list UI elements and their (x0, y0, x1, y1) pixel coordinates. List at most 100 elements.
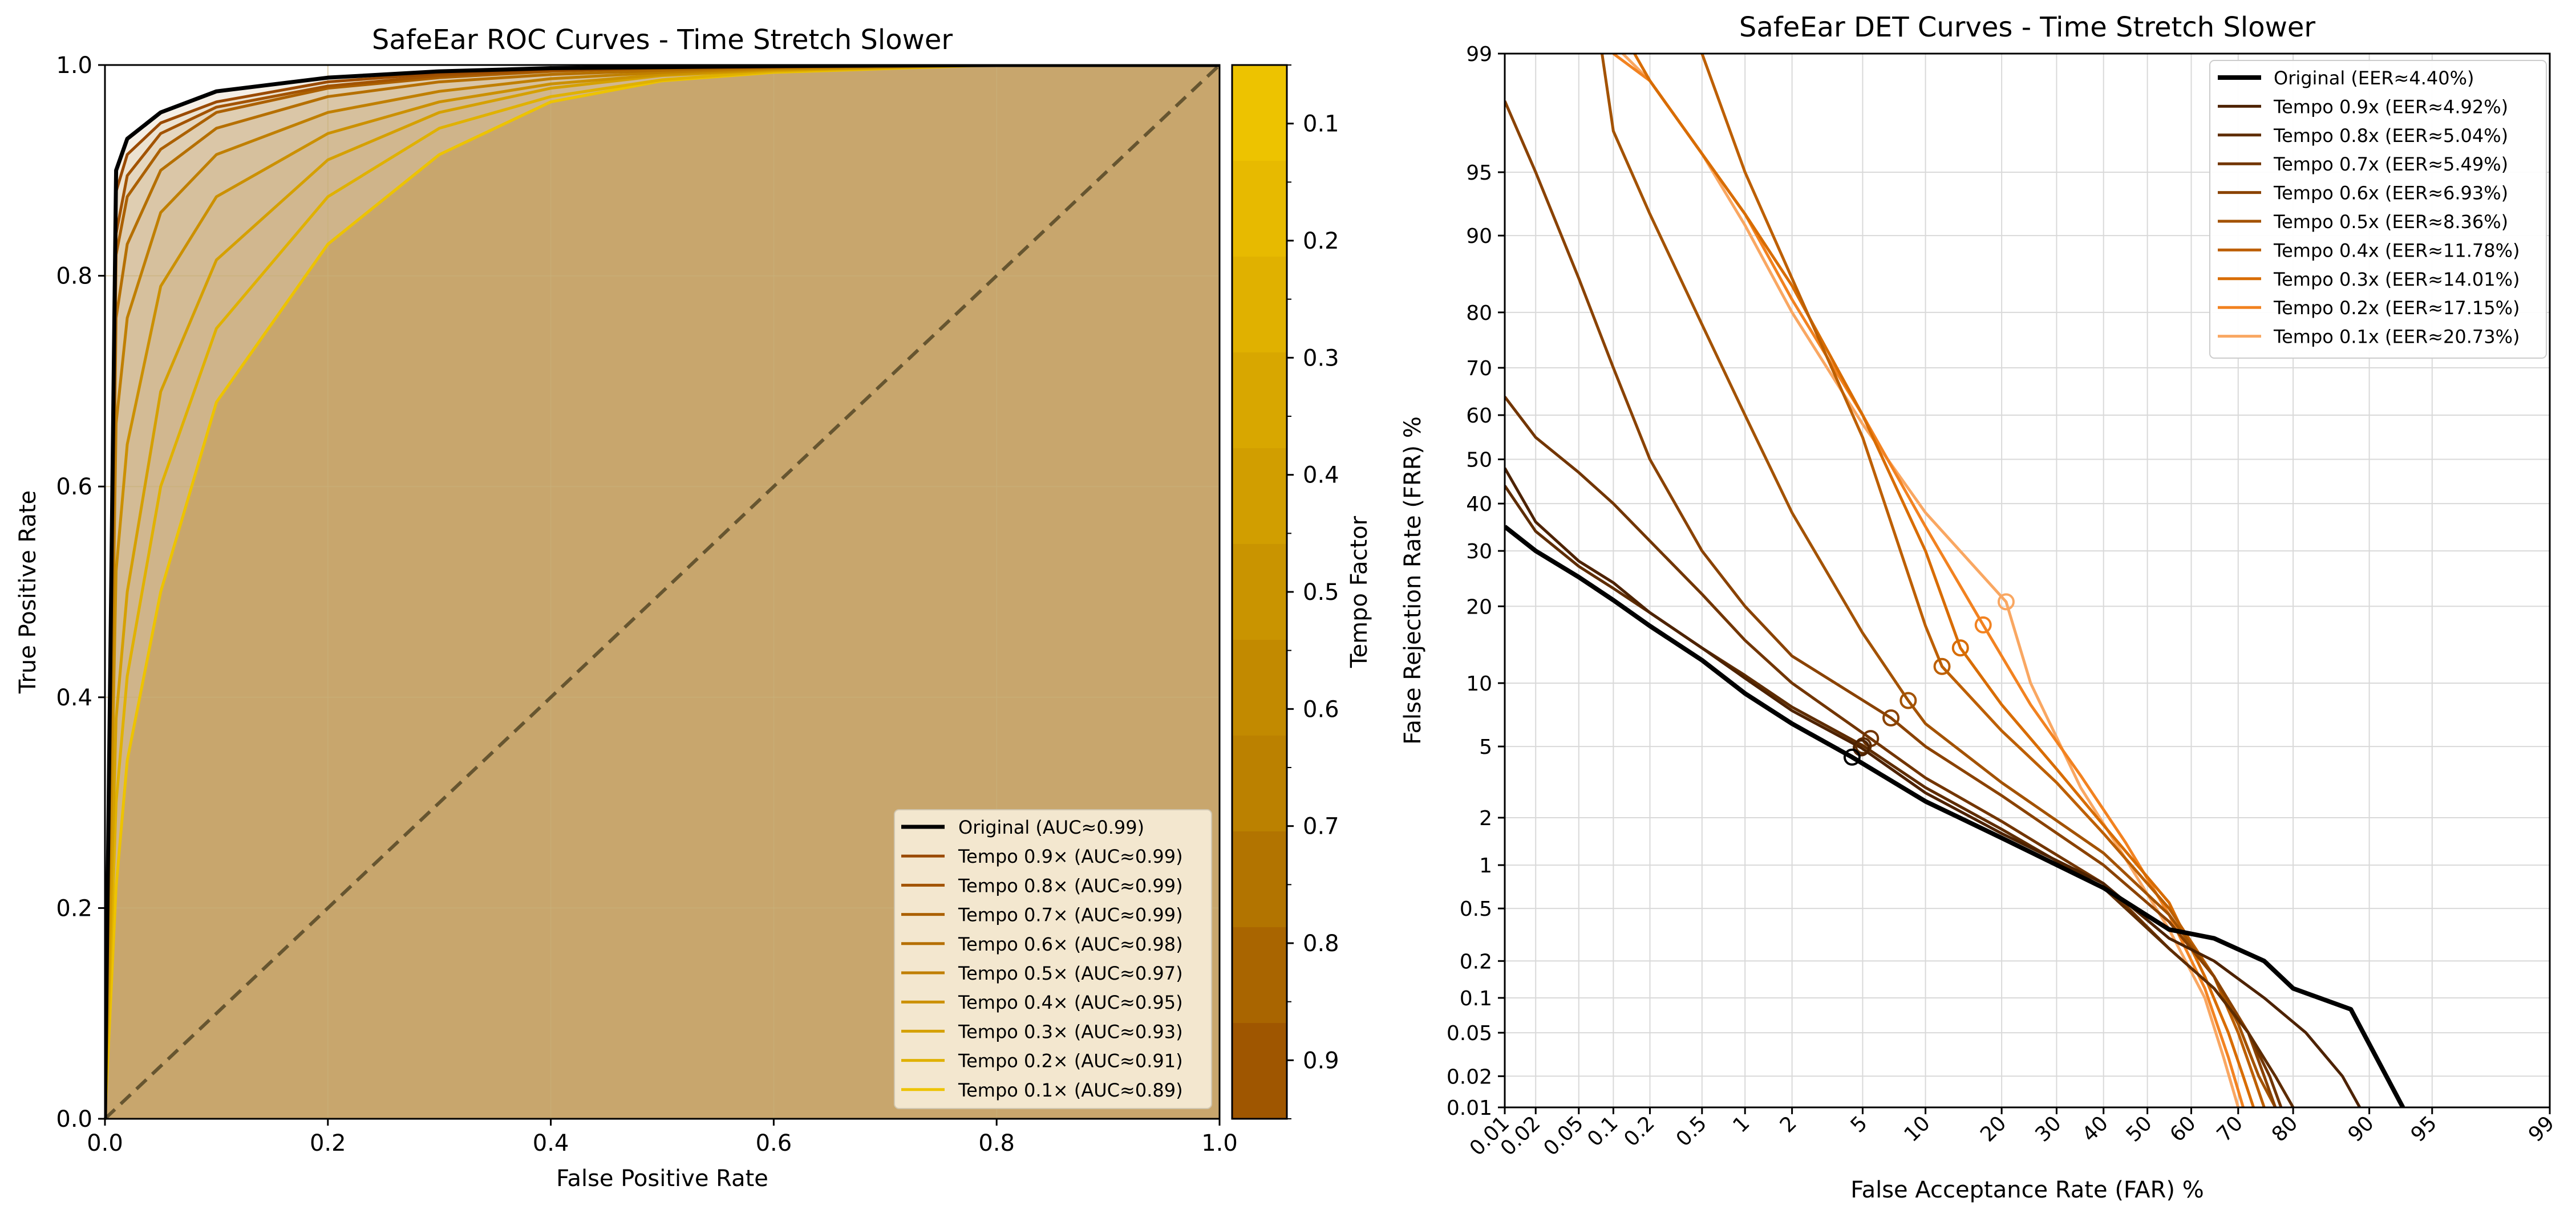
colorbar-band (1232, 831, 1287, 928)
roc-legend-label: Tempo 0.1× (AUC≈0.89) (958, 1079, 1183, 1101)
det-series-line (1622, 54, 2240, 1107)
det-x-tick-label: 40 (2078, 1111, 2113, 1146)
det-legend-label: Tempo 0.3x (EER≈14.01%) (2273, 269, 2520, 290)
roc-y-tick-label: 0.2 (56, 895, 92, 921)
det-series-line (1633, 54, 2255, 1107)
det-x-tick-label: 1 (1728, 1111, 1754, 1137)
det-legend-label: Tempo 0.4x (EER≈11.78%) (2273, 239, 2520, 261)
det-legend-label: Tempo 0.6x (EER≈6.93%) (2273, 182, 2508, 204)
colorbar-band (1232, 352, 1287, 449)
det-eer-marker (1997, 593, 2015, 611)
det-y-tick-label: 80 (1466, 302, 1492, 325)
roc-x-tick-label: 0.2 (310, 1130, 346, 1156)
roc-legend-label: Tempo 0.7× (AUC≈0.99) (958, 904, 1183, 926)
det-series-line (1505, 100, 2277, 1107)
det-x-tick-label: 90 (2344, 1111, 2379, 1146)
colorbar-tick-label: 0.1 (1303, 111, 1339, 137)
det-y-tick-label: 60 (1466, 404, 1492, 428)
roc-legend-box (894, 809, 1212, 1109)
colorbar-bands (1232, 65, 1287, 1119)
roc-legend: Original (AUC≈0.99) Tempo 0.9× (AUC≈0.99)… (894, 809, 1212, 1109)
roc-legend-label: Tempo 0.4× (AUC≈0.95) (958, 992, 1183, 1013)
roc-x-tick-label: 0.0 (87, 1130, 123, 1156)
roc-y-axis-label: True Positive Rate (15, 490, 41, 694)
det-x-tick-label: 30 (2031, 1111, 2065, 1146)
det-legend: Original (EER≈4.40%) Tempo 0.9x (EER≈4.92… (2209, 60, 2547, 359)
det-y-tick-label: 99 (1466, 43, 1492, 66)
det-y-tick-label: 0.05 (1447, 1022, 1492, 1045)
colorbar-label: Tempo Factor (1346, 515, 1372, 668)
det-legend-label: Tempo 0.8x (EER≈5.04%) (2273, 125, 2508, 147)
roc-legend-items: Original (AUC≈0.99) Tempo 0.9× (AUC≈0.99)… (901, 817, 1183, 1101)
colorbar-tick-label: 0.3 (1303, 345, 1339, 371)
roc-series-line (105, 65, 1220, 1119)
det-y-tick-label: 0.2 (1460, 950, 1492, 973)
det-y-tick-label: 50 (1466, 449, 1492, 472)
det-series-line (1700, 54, 2266, 1107)
det-y-tick-label: 5 (1479, 736, 1492, 759)
colorbar-band (1232, 927, 1287, 1024)
det-legend-label: Tempo 0.5x (EER≈8.36%) (2273, 211, 2508, 233)
det-axis-ticks: 0.010.020.050.10.2 0.5 1 2 5 10 20 30 40 50 60 70 80… (1447, 43, 2559, 1160)
roc-legend-label: Tempo 0.9× (AUC≈0.99) (958, 846, 1183, 867)
det-series-line (1505, 467, 2362, 1107)
det-y-tick-label: 0.1 (1460, 987, 1492, 1010)
colorbar-tick-label: 0.4 (1303, 462, 1339, 489)
roc-y-tick-label: 0.0 (56, 1106, 92, 1132)
roc-diagonal-reference (103, 63, 1221, 1120)
det-y-tick-label: 0.5 (1460, 898, 1492, 921)
colorbar-tick-label: 0.8 (1303, 931, 1339, 957)
det-eer-marker (1843, 748, 1861, 766)
det-y-tick-label: 95 (1466, 161, 1492, 185)
det-legend-label: Tempo 0.2x (EER≈17.15%) (2273, 297, 2520, 319)
det-x-tick-label: 60 (2165, 1111, 2200, 1146)
det-x-tick-label: 2 (1776, 1111, 1801, 1137)
det-x-tick-label: 0.1 (1583, 1111, 1622, 1151)
roc-chart: 0.0 0.2 0.4 0.6 0.8 1.0 0.0 0.2 0.4 0.6 0.8 1.0 Saf… (15, 24, 1372, 1192)
det-y-tick-label: 20 (1466, 595, 1492, 619)
colorbar-band (1232, 544, 1287, 640)
roc-legend-label: Tempo 0.8× (AUC≈0.99) (958, 875, 1183, 896)
det-series-lines (1505, 54, 2405, 1107)
det-eer-marker (1951, 639, 1969, 657)
roc-legend-label: Tempo 0.6× (AUC≈0.98) (958, 933, 1183, 955)
roc-series-lines (105, 65, 1220, 1119)
det-x-axis-label: False Acceptance Rate (FAR) % (1850, 1177, 2204, 1203)
det-title: SafeEar DET Curves - Time Stretch Slower (1739, 11, 2315, 43)
det-x-tick-label: 10 (1900, 1111, 1935, 1146)
det-x-tick-label: 20 (1976, 1111, 2011, 1146)
det-eer-marker (1974, 616, 1992, 634)
colorbar-band (1232, 161, 1287, 257)
det-y-axis-label: False Rejection Rate (FRR) % (1400, 416, 1426, 745)
colorbar-ticks: 0.1 0.2 0.3 0.4 0.5 0.6 0.7 0.8 0.9 (1287, 64, 1339, 1119)
roc-x-tick-label: 0.6 (756, 1130, 792, 1156)
colorbar-band (1232, 257, 1287, 353)
colorbar-band (1232, 65, 1287, 161)
roc-y-tick-label: 0.8 (56, 263, 92, 290)
roc-y-tick-label: 0.6 (56, 474, 92, 500)
det-legend-items: Original (EER≈4.40%) Tempo 0.9x (EER≈4.92… (2218, 67, 2520, 348)
det-y-tick-label: 2 (1479, 807, 1492, 830)
det-legend-label: Tempo 0.1x (EER≈20.73%) (2273, 326, 2520, 348)
det-x-tick-label: 80 (2267, 1111, 2302, 1146)
colorbar-tick-label: 0.9 (1303, 1048, 1339, 1074)
colorbar-band (1232, 1023, 1287, 1119)
det-eer-marker (1854, 737, 1872, 754)
roc-y-tick-label: 0.4 (56, 685, 92, 711)
det-y-tick-label: 0.01 (1447, 1097, 1492, 1120)
det-y-tick-label: 30 (1466, 540, 1492, 563)
det-legend-box (2209, 60, 2547, 359)
colorbar-band (1232, 736, 1287, 832)
det-y-tick-label: 40 (1466, 493, 1492, 516)
det-x-tick-label: 70 (2213, 1111, 2247, 1146)
det-plot-frame (1504, 52, 2551, 1109)
colorbar-band (1232, 448, 1287, 545)
det-x-tick-label: 50 (2122, 1111, 2157, 1146)
roc-legend-label: Tempo 0.5× (AUC≈0.97) (958, 963, 1183, 984)
det-y-tick-label: 1 (1479, 854, 1492, 878)
det-series-line (1601, 54, 2277, 1107)
det-x-tick-label: 0.2 (1619, 1111, 1659, 1151)
roc-legend-label: Tempo 0.3× (AUC≈0.93) (958, 1021, 1183, 1042)
det-eer-marker (1882, 709, 1900, 727)
roc-axis-ticks: 0.0 0.2 0.4 0.6 0.8 1.0 0.0 0.2 0.4 0.6 0.8 1.0 (56, 52, 1237, 1156)
